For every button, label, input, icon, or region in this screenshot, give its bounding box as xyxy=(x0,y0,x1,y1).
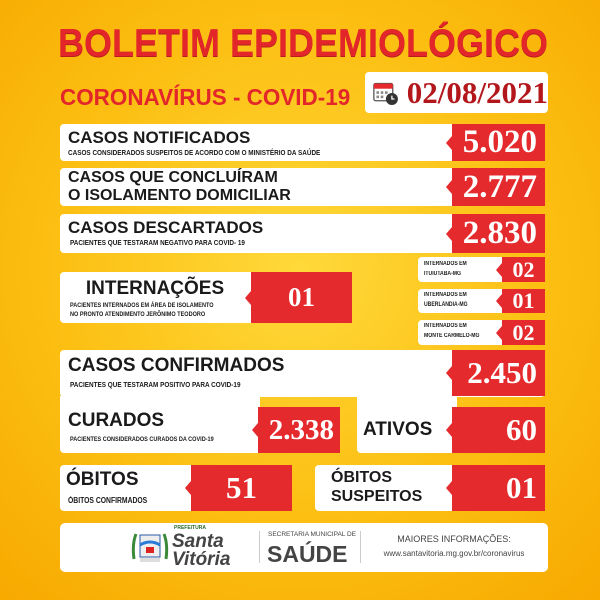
location-label: INTERNADOS EM xyxy=(424,323,467,329)
obitos-title: ÓBITOS xyxy=(66,469,139,490)
curados-desc: PACIENTES CONSIDERADOS CURADOS DA COVID-… xyxy=(70,436,214,443)
notificados-desc: CASOS CONSIDERADOS SUSPEITOS DE ACORDO C… xyxy=(68,148,321,157)
logo-text: Santa Vitória xyxy=(172,531,231,570)
obitos-desc: ÓBITOS CONFIRMADOS xyxy=(68,496,148,505)
location-label: INTERNADOS EM xyxy=(424,261,467,267)
suspeitos-title-1: ÓBITOS xyxy=(331,469,393,486)
notificados-value: 5.020 xyxy=(446,124,545,161)
secretaria-label: SECRETARIA MUNICIPAL DE xyxy=(268,531,357,538)
obitos-value: 51 xyxy=(185,465,292,511)
location-card: INTERNADOS EM ITUIUTABA-MG xyxy=(418,257,508,282)
logo-line-2: Vitória xyxy=(172,549,231,570)
isolamento-title-1: CASOS QUE CONCLUÍRAM xyxy=(68,169,278,186)
isolamento-title-2: O ISOLAMENTO DOMICILIAR xyxy=(68,187,291,204)
notificados-title: CASOS NOTIFICADOS xyxy=(68,128,251,147)
ativos-value: 60 xyxy=(446,407,545,453)
location-card: INTERNADOS EM UBERLÂNDIA-MG xyxy=(418,289,508,313)
location-label: INTERNADOS EM xyxy=(424,292,467,298)
location-value: 01 xyxy=(496,288,545,313)
ativos-card: ATIVOS xyxy=(357,396,457,453)
isolamento-value: 2.777 xyxy=(446,168,545,206)
date: 02/08/2021 xyxy=(406,74,548,110)
date-box: 02/08/2021 xyxy=(365,72,548,113)
page-title: BOLETIM EPIDEMIOLÓGICO xyxy=(58,22,548,65)
internacoes-desc-1: PACIENTES INTERNADOS EM ÁREA DE ISOLAMEN… xyxy=(70,302,214,309)
confirmados-title: CASOS CONFIRMADOS xyxy=(68,355,285,376)
curados-card: CURADOS PACIENTES CONSIDERADOS CURADOS D… xyxy=(60,396,260,453)
internacoes-value: 01 xyxy=(245,272,352,323)
location-name: MONTE CARMELO-MG xyxy=(424,333,480,339)
location-name: ITUIUTABA-MG xyxy=(424,271,462,277)
info-url[interactable]: www.santavitoria.mg.gov.br/coronavirus xyxy=(383,549,525,558)
internacoes-desc-2: NO PRONTO ATENDIMENTO JERÔNIMO TEODORO xyxy=(70,311,206,318)
location-card: INTERNADOS EM MONTE CARMELO-MG xyxy=(418,320,508,345)
descartados-desc: PACIENTES QUE TESTARAM NEGATIVO PARA COV… xyxy=(70,238,245,247)
curados-value: 2.338 xyxy=(252,407,340,453)
saude-label: SAÚDE xyxy=(267,541,348,567)
suspeitos-value: 01 xyxy=(446,465,545,511)
location-value: 02 xyxy=(496,257,545,282)
internacoes-title: INTERNAÇÕES xyxy=(85,278,225,299)
divider xyxy=(360,531,361,563)
divider xyxy=(259,531,260,563)
suspeitos-card: ÓBITOS SUSPEITOS xyxy=(315,465,460,511)
subtitle: CORONAVÍRUS - COVID-19 xyxy=(60,84,351,110)
info-title: MAIORES INFORMAÇÕES: xyxy=(397,534,511,544)
location-name: UBERLÂNDIA-MG xyxy=(424,302,468,308)
ativos-title: ATIVOS xyxy=(363,419,433,440)
calendar-clock-icon xyxy=(373,82,398,105)
confirmados-value: 2.450 xyxy=(446,350,545,396)
curados-title: CURADOS xyxy=(68,410,165,431)
descartados-title: CASOS DESCARTADOS xyxy=(68,218,264,237)
coat-of-arms-logo xyxy=(131,533,169,562)
confirmados-desc: PACIENTES QUE TESTARAM POSITIVO PARA COV… xyxy=(70,380,241,389)
logo-small-text: PREFEITURA xyxy=(174,525,206,531)
location-value: 02 xyxy=(496,320,545,345)
internacoes-card: INTERNAÇÕES PACIENTES INTERNADOS EM ÁREA… xyxy=(60,272,260,323)
logo-line-1: Santa xyxy=(172,531,224,552)
obitos-card: ÓBITOS ÓBITOS CONFIRMADOS xyxy=(60,465,200,511)
footer: PREFEITURA Santa Vitória SECRETARIA MUNI… xyxy=(60,523,548,572)
suspeitos-title-2: SUSPEITOS xyxy=(331,488,423,505)
descartados-value: 2.830 xyxy=(446,214,545,253)
